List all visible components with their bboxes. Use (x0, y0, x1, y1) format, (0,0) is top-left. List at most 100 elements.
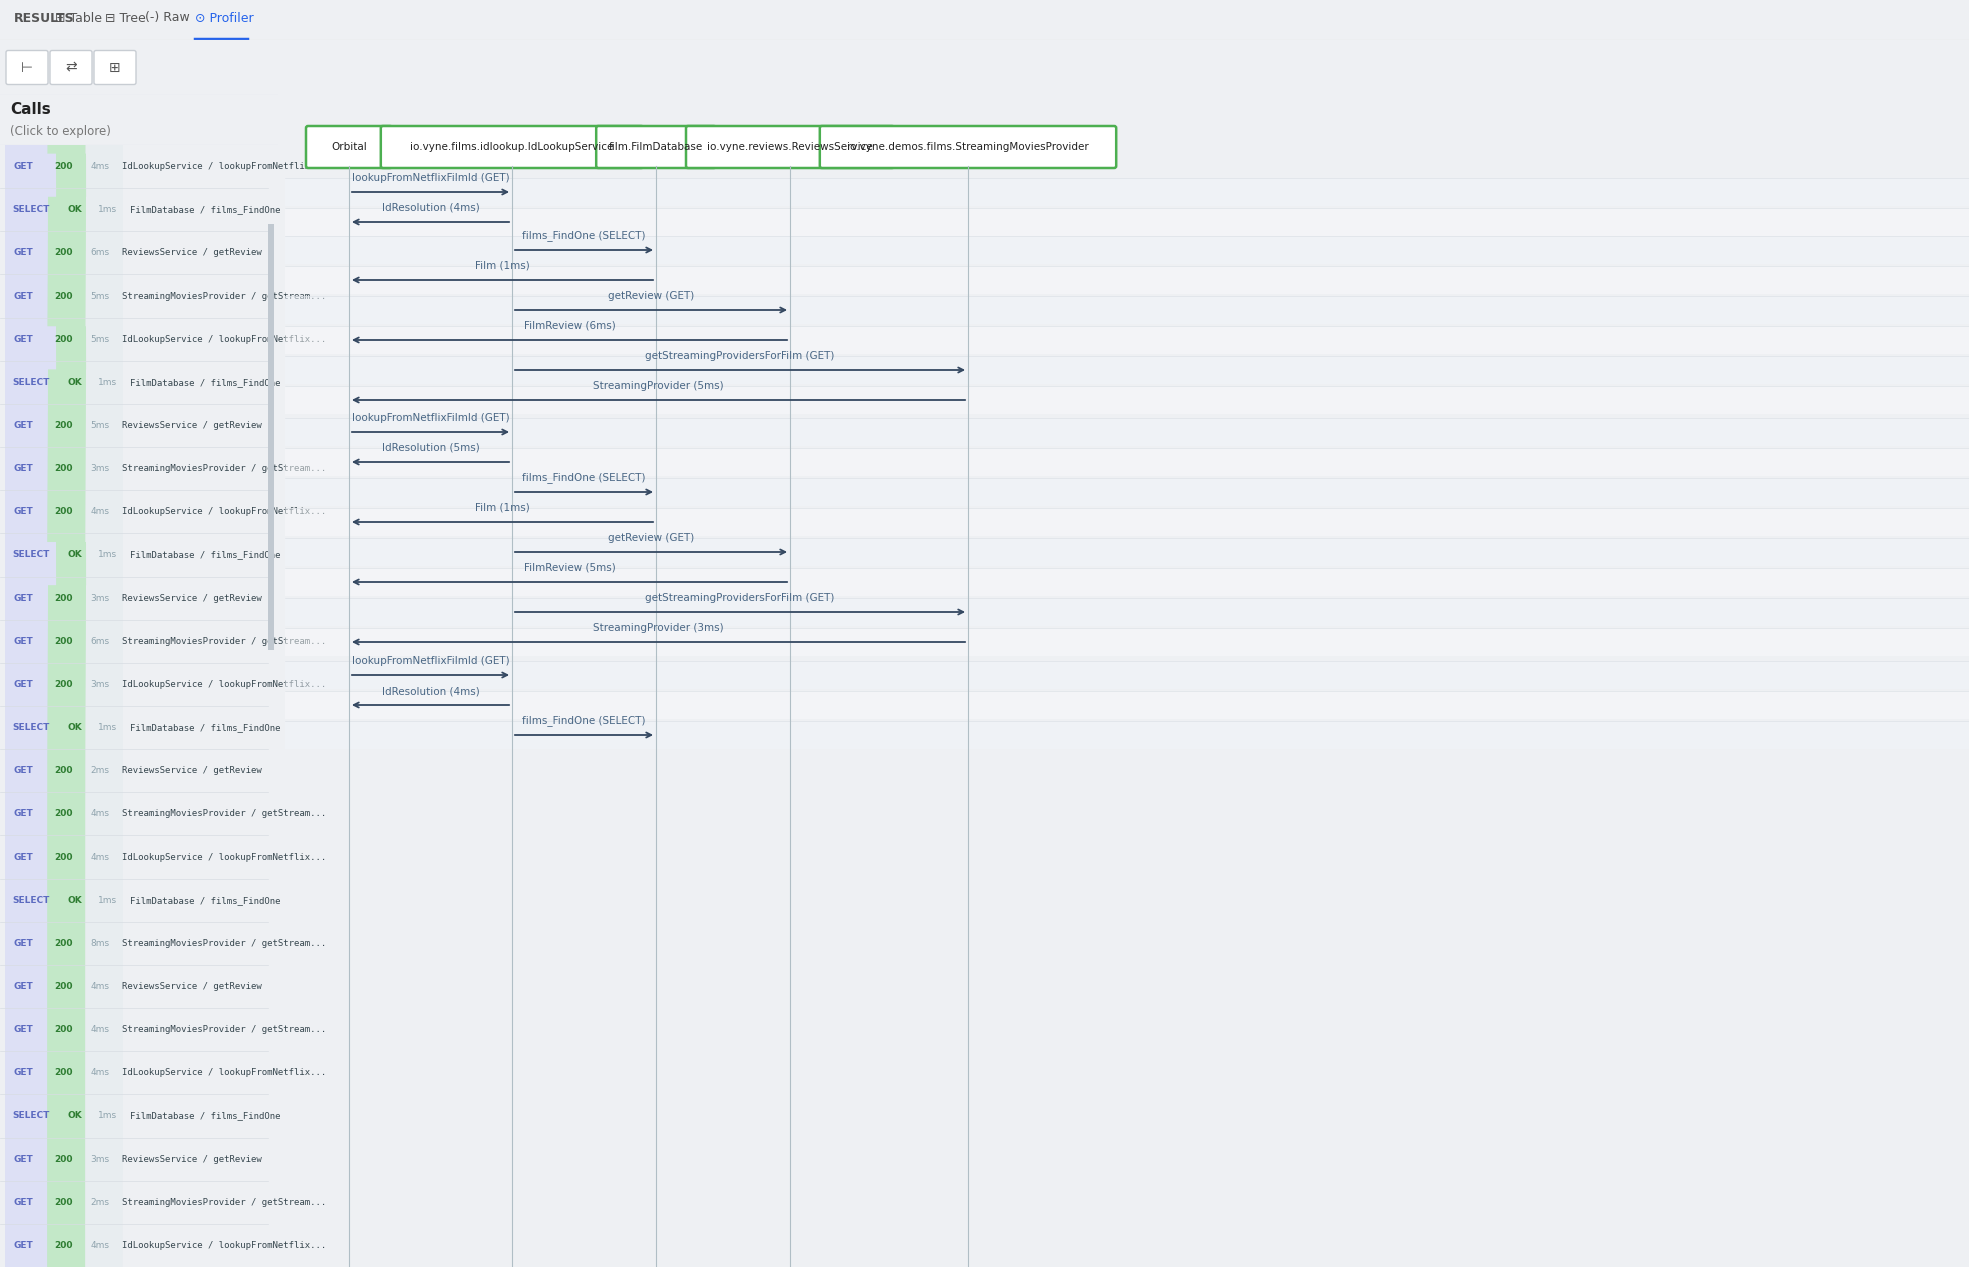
Text: 200: 200 (53, 767, 73, 775)
Bar (286, 538, 1969, 566)
Text: ⊞ Table: ⊞ Table (55, 11, 102, 24)
Text: 3ms: 3ms (91, 1154, 110, 1163)
Bar (286, 508, 1969, 536)
Text: 1ms: 1ms (98, 723, 118, 732)
FancyBboxPatch shape (85, 67, 114, 1215)
FancyBboxPatch shape (6, 0, 41, 1043)
FancyBboxPatch shape (6, 628, 41, 1267)
FancyBboxPatch shape (85, 628, 114, 1267)
FancyBboxPatch shape (63, 326, 87, 1267)
FancyBboxPatch shape (6, 51, 47, 85)
Text: FilmDatabase / films_FindOne: FilmDatabase / films_FindOne (130, 378, 280, 386)
Text: ReviewsService / getReview: ReviewsService / getReview (122, 421, 262, 430)
Text: 200: 200 (53, 507, 73, 517)
Bar (268, 223, 274, 650)
Bar (286, 296, 1969, 324)
Text: GET: GET (14, 1068, 33, 1077)
FancyBboxPatch shape (6, 239, 41, 1267)
Text: io.vyne.reviews.ReviewsService: io.vyne.reviews.ReviewsService (707, 142, 872, 152)
Text: StreamingMoviesProvider / getStream...: StreamingMoviesProvider / getStream... (122, 291, 327, 300)
Text: lookupFromNetflixFilmId (GET): lookupFromNetflixFilmId (GET) (352, 174, 510, 182)
Text: IdLookupService / lookupFromNetflix...: IdLookupService / lookupFromNetflix... (122, 334, 327, 343)
FancyBboxPatch shape (93, 0, 122, 1129)
Text: IdLookupService / lookupFromNetflix...: IdLookupService / lookupFromNetflix... (122, 680, 327, 689)
Text: FilmDatabase / films_FindOne: FilmDatabase / films_FindOne (130, 723, 280, 732)
Text: GET: GET (14, 680, 33, 689)
Bar (286, 449, 1969, 476)
Text: 8ms: 8ms (91, 939, 110, 948)
Text: 200: 200 (53, 291, 73, 300)
FancyBboxPatch shape (85, 110, 114, 1258)
Text: OK: OK (67, 378, 83, 386)
FancyBboxPatch shape (6, 413, 41, 1267)
Text: 2ms: 2ms (91, 1197, 110, 1206)
FancyBboxPatch shape (85, 283, 114, 1267)
Text: 200: 200 (53, 1068, 73, 1077)
FancyBboxPatch shape (6, 542, 57, 1267)
Text: 5ms: 5ms (91, 334, 110, 343)
FancyBboxPatch shape (6, 0, 41, 870)
FancyBboxPatch shape (93, 542, 122, 1267)
FancyBboxPatch shape (47, 370, 79, 1267)
Text: IdLookupService / lookupFromNetflix...: IdLookupService / lookupFromNetflix... (122, 1240, 327, 1251)
Text: 200: 200 (53, 334, 73, 343)
Text: StreamingProvider (3ms): StreamingProvider (3ms) (593, 623, 725, 634)
Text: GET: GET (14, 810, 33, 818)
Text: 4ms: 4ms (91, 1025, 110, 1034)
Bar (286, 478, 1969, 506)
Bar (286, 661, 1969, 689)
Text: OK: OK (67, 896, 83, 905)
FancyBboxPatch shape (93, 0, 122, 784)
FancyBboxPatch shape (819, 125, 1116, 169)
Text: 200: 200 (53, 421, 73, 430)
FancyBboxPatch shape (85, 0, 114, 1043)
FancyBboxPatch shape (63, 0, 87, 957)
Text: SELECT: SELECT (12, 378, 49, 386)
FancyBboxPatch shape (63, 0, 87, 1129)
Text: GET: GET (14, 162, 33, 171)
Text: 200: 200 (53, 1240, 73, 1251)
FancyBboxPatch shape (6, 456, 41, 1267)
FancyBboxPatch shape (6, 585, 41, 1267)
Bar (286, 177, 1969, 207)
Text: 200: 200 (53, 939, 73, 948)
Text: io.vyne.films.idlookup.IdLookupService: io.vyne.films.idlookup.IdLookupService (410, 142, 614, 152)
Text: films_FindOne (SELECT): films_FindOne (SELECT) (522, 715, 646, 726)
Bar (286, 691, 1969, 718)
Text: getReview (GET): getReview (GET) (608, 291, 695, 302)
Text: 200: 200 (53, 637, 73, 646)
FancyBboxPatch shape (85, 239, 114, 1267)
Text: GET: GET (14, 939, 33, 948)
FancyBboxPatch shape (47, 0, 79, 740)
Bar (286, 208, 1969, 236)
FancyBboxPatch shape (85, 456, 114, 1267)
Text: StreamingMoviesProvider / getStream...: StreamingMoviesProvider / getStream... (122, 637, 327, 646)
FancyBboxPatch shape (93, 153, 122, 1267)
Text: GET: GET (14, 853, 33, 862)
Text: films_FindOne (SELECT): films_FindOne (SELECT) (522, 473, 646, 483)
FancyBboxPatch shape (85, 0, 114, 827)
Text: 4ms: 4ms (91, 810, 110, 818)
Bar (286, 326, 1969, 353)
Text: lookupFromNetflixFilmId (GET): lookupFromNetflixFilmId (GET) (352, 413, 510, 423)
Text: 200: 200 (53, 1197, 73, 1206)
Text: 5ms: 5ms (91, 291, 110, 300)
FancyBboxPatch shape (93, 0, 122, 957)
Text: GET: GET (14, 594, 33, 603)
FancyBboxPatch shape (6, 0, 41, 1000)
FancyBboxPatch shape (6, 0, 41, 827)
Text: 200: 200 (53, 1154, 73, 1163)
FancyBboxPatch shape (95, 51, 136, 85)
Text: 5ms: 5ms (91, 421, 110, 430)
FancyBboxPatch shape (47, 0, 79, 870)
Text: StreamingMoviesProvider / getStream...: StreamingMoviesProvider / getStream... (122, 1025, 327, 1034)
Text: 200: 200 (53, 853, 73, 862)
Text: 4ms: 4ms (91, 162, 110, 171)
Bar (286, 236, 1969, 264)
Text: ⇄: ⇄ (65, 61, 77, 75)
Text: ⊞: ⊞ (108, 61, 120, 75)
Text: SELECT: SELECT (12, 1111, 49, 1120)
Text: ReviewsService / getReview: ReviewsService / getReview (122, 1154, 262, 1163)
FancyBboxPatch shape (85, 413, 114, 1267)
FancyBboxPatch shape (85, 672, 114, 1267)
